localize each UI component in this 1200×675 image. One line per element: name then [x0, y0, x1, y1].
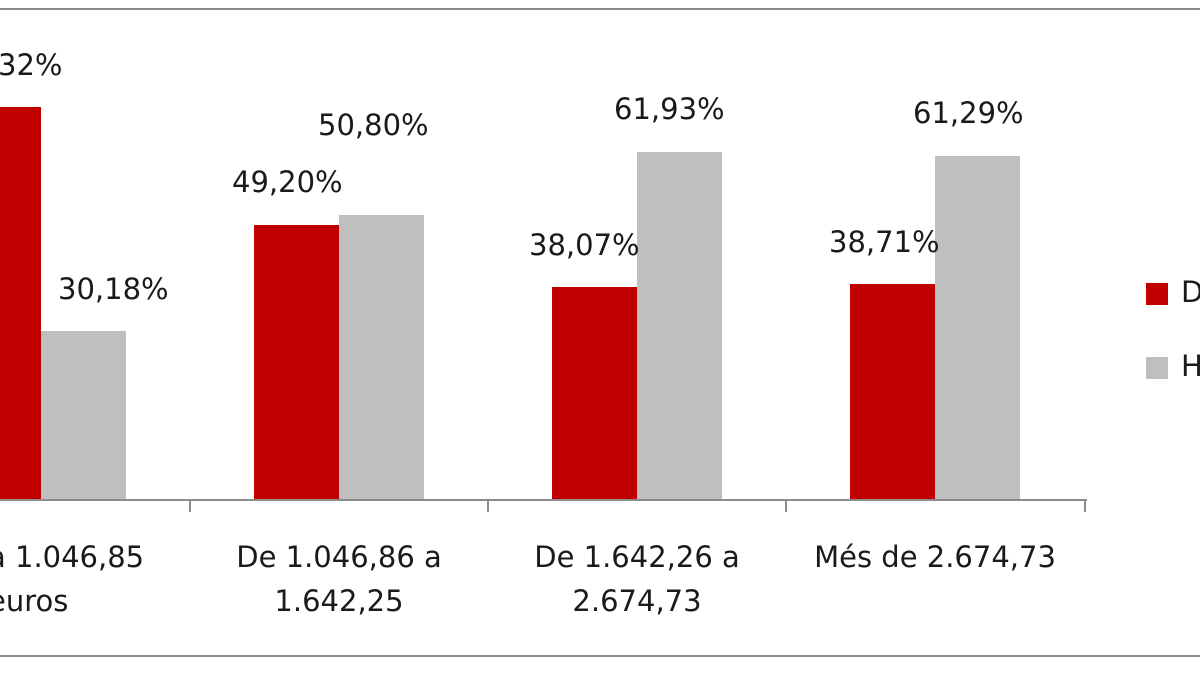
bar-d-group-3	[850, 284, 935, 500]
category-label-2-line2: 2.674,73	[572, 584, 702, 618]
legend-label-d: D	[1181, 275, 1200, 309]
category-label-0: a 1.046,85 euros	[0, 535, 188, 623]
legend-swatch-h	[1146, 357, 1168, 379]
x-axis-tick	[1084, 500, 1086, 512]
category-label-3-line1: Més de 2.674,73	[814, 540, 1056, 574]
category-label-3: Més de 2.674,73	[786, 535, 1084, 579]
category-label-0-line2: euros	[0, 584, 69, 618]
bar-h-group-2	[637, 152, 722, 500]
value-label-d-group-2: 38,07%	[529, 228, 640, 262]
bar-d-group-0	[0, 107, 41, 500]
value-label-d-group-1: 49,20%	[232, 165, 343, 199]
bar-d-group-2	[552, 287, 637, 500]
legend-swatch-d	[1146, 283, 1168, 305]
value-label-h-group-1: 50,80%	[318, 108, 429, 142]
value-label-d-group-0: 32%	[0, 48, 63, 82]
chart-frame-top-border	[0, 8, 1200, 10]
value-label-d-group-3: 38,71%	[829, 225, 940, 259]
category-label-1-line2: 1.642,25	[274, 584, 404, 618]
bar-h-group-1	[339, 215, 424, 500]
value-label-h-group-0: 30,18%	[58, 272, 169, 306]
bar-d-group-1	[254, 225, 339, 500]
legend-label-h: H	[1181, 349, 1200, 383]
x-axis-line	[0, 499, 1087, 501]
chart-frame-bottom-border	[0, 655, 1200, 657]
x-axis-tick	[785, 500, 787, 512]
value-label-h-group-3: 61,29%	[913, 96, 1024, 130]
x-axis-tick	[189, 500, 191, 512]
x-axis-tick	[487, 500, 489, 512]
bar-h-group-0	[41, 331, 126, 500]
category-label-2: De 1.642,26 a 2.674,73	[488, 535, 786, 623]
category-label-0-line1: a 1.046,85	[0, 540, 145, 574]
bar-h-group-3	[935, 156, 1020, 500]
category-label-1: De 1.046,86 a 1.642,25	[190, 535, 488, 623]
category-label-1-line1: De 1.046,86 a	[236, 540, 442, 574]
value-label-h-group-2: 61,93%	[614, 92, 725, 126]
category-label-2-line1: De 1.642,26 a	[534, 540, 740, 574]
